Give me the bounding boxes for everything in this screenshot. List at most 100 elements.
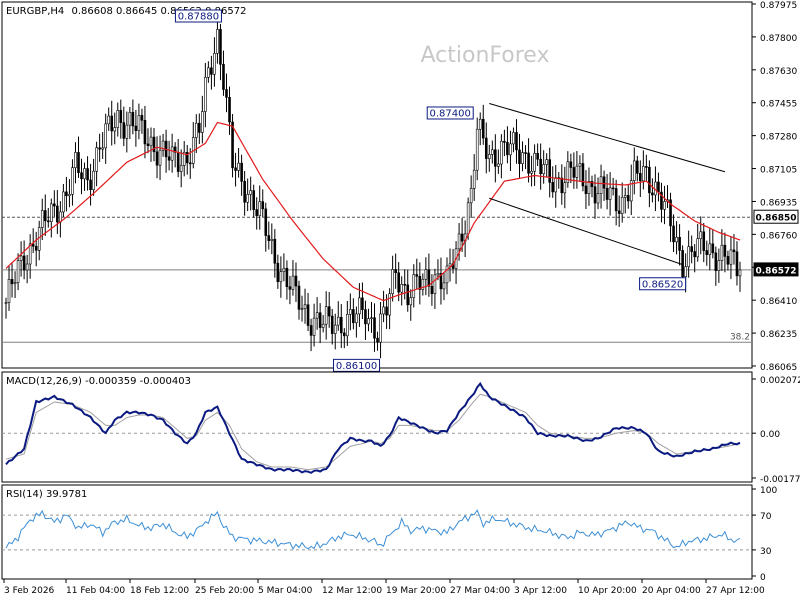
candle-body — [657, 181, 660, 193]
candle-body — [560, 177, 564, 194]
time-tick-label: 3 Feb 2026 — [4, 586, 55, 596]
candle-body — [491, 149, 494, 155]
candle-body — [690, 246, 693, 252]
candle-body — [216, 29, 219, 54]
candle-body — [167, 156, 171, 161]
candle-body — [146, 143, 150, 147]
candle-body — [478, 118, 482, 130]
candle-body — [500, 140, 503, 165]
candle-body — [327, 306, 331, 317]
candle-body — [318, 312, 322, 328]
candle-body — [89, 179, 92, 190]
candle-body — [397, 272, 400, 293]
candle-body — [726, 256, 730, 265]
candle-body — [34, 245, 38, 251]
time-tick-label: 19 Mar 20:00 — [386, 586, 446, 596]
candle-body — [339, 316, 343, 334]
candle-body — [204, 76, 207, 112]
candle-body — [104, 123, 107, 149]
candle-body — [554, 177, 558, 193]
candle-body — [31, 243, 35, 247]
candle-body — [276, 262, 280, 283]
candle-body — [533, 152, 536, 172]
price-candles — [4, 16, 742, 359]
candle-body — [246, 194, 249, 203]
candle-body — [68, 194, 71, 197]
candle-body — [729, 249, 733, 265]
candle-body — [252, 190, 255, 210]
candle-body — [370, 317, 373, 319]
candle-body — [355, 313, 358, 324]
candle-body — [74, 152, 77, 168]
candle-body — [95, 147, 98, 172]
candle-body — [324, 306, 328, 325]
candle-body — [152, 136, 156, 153]
time-tick-label: 18 Feb 12:00 — [130, 586, 189, 596]
candle-body — [228, 97, 231, 123]
candle-body — [388, 293, 391, 316]
candle-body — [343, 332, 346, 337]
candle-body — [13, 282, 17, 285]
price-annotations: 0.87880 0.87400 0.86100 0.86520 — [174, 9, 687, 372]
candle-body — [140, 115, 144, 121]
candle-body — [445, 265, 449, 284]
candle-body — [699, 231, 703, 240]
price-annotation-label: 0.86520 — [642, 279, 683, 290]
candle-body — [681, 250, 684, 277]
candle-body — [291, 275, 295, 290]
candle-body — [593, 186, 597, 204]
candle-body — [261, 201, 265, 210]
price-level-box — [753, 262, 799, 277]
candle-body — [300, 308, 304, 310]
candle-body — [512, 132, 515, 145]
candle-body — [336, 316, 340, 326]
candle-body — [409, 297, 413, 306]
rsi-lines — [5, 509, 741, 550]
candle-body — [59, 211, 62, 223]
candle-body — [506, 142, 509, 156]
candle-body — [469, 188, 473, 204]
candle-body — [466, 202, 470, 235]
candle-body — [494, 149, 497, 167]
price-tick-label: 0.87975 — [760, 1, 797, 11]
candle-body — [376, 337, 379, 343]
candle-body — [367, 318, 370, 325]
candle-body — [255, 209, 259, 216]
candle-body — [273, 238, 277, 264]
candle-body — [116, 110, 120, 128]
candle-body — [379, 313, 382, 343]
price-axis-ticks: 0.87975 0.87800 0.87630 0.87455 0.87280 0.871… — [752, 1, 797, 373]
candle-body — [481, 118, 485, 139]
candle-body — [717, 260, 721, 271]
candle-body — [711, 243, 715, 254]
candle-body — [536, 152, 539, 160]
candle-body — [107, 115, 110, 125]
candle-body — [10, 279, 14, 285]
candle-body — [143, 119, 147, 145]
candle-body — [614, 188, 618, 212]
candle-body — [28, 243, 32, 265]
candle-body — [632, 160, 636, 181]
rsi-tick-label: 70 — [760, 512, 772, 522]
candle-body — [179, 165, 183, 172]
candle-body — [219, 29, 222, 65]
candle-body — [639, 173, 642, 182]
candle-body — [714, 252, 718, 271]
time-axis: 3 Feb 2026 11 Feb 04:00 18 Feb 12:00 25 Feb… — [3, 579, 765, 596]
rsi-tick-label: 30 — [760, 547, 772, 557]
time-tick-label: 11 Feb 04:00 — [66, 586, 125, 596]
candle-body — [406, 284, 410, 306]
candle-body — [113, 127, 117, 132]
candle-body — [210, 67, 213, 75]
candle-body — [436, 273, 440, 276]
candle-body — [86, 168, 89, 181]
candle-body — [587, 181, 591, 194]
candle-body — [173, 146, 177, 153]
moving-average — [5, 121, 741, 302]
candle-body — [418, 275, 422, 290]
candle-body — [249, 190, 252, 195]
candle-body — [702, 231, 706, 251]
candle-body — [155, 151, 159, 166]
candle-body — [98, 147, 101, 150]
candle-body — [222, 63, 225, 90]
